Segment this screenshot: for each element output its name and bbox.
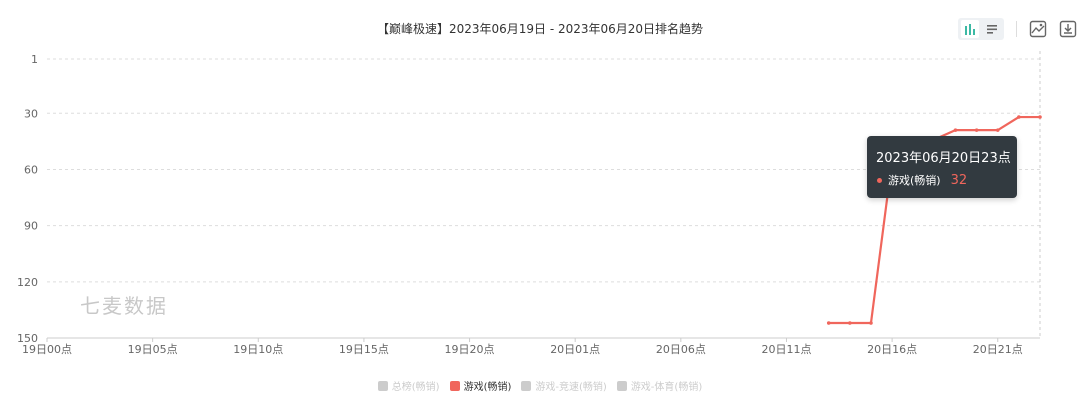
divider xyxy=(1016,21,1017,37)
data-point xyxy=(1038,115,1042,119)
legend-item[interactable]: 游戏(畅销) xyxy=(449,378,512,393)
legend-swatch xyxy=(449,380,460,391)
series-dot-icon xyxy=(877,177,882,183)
legend-swatch xyxy=(521,380,532,391)
legend: 总榜(畅销) 游戏(畅销) 游戏-竞速(畅销) 游戏-体育(畅销) xyxy=(0,378,1080,393)
x-tick-label: 20日21点 xyxy=(973,343,1023,356)
y-tick-label: 1 xyxy=(31,53,38,66)
data-point xyxy=(1017,115,1021,119)
bar-chart-icon[interactable] xyxy=(961,20,979,38)
legend-label: 总榜(畅销) xyxy=(391,382,440,393)
chart-title: 【巅峰极速】2023年06月19日 - 2023年06月20日排名趋势 xyxy=(376,22,704,36)
legend-swatch xyxy=(616,380,627,391)
x-tick-label: 19日05点 xyxy=(128,343,178,356)
legend-label: 游戏(畅销) xyxy=(463,382,512,393)
data-point xyxy=(953,128,958,132)
legend-item[interactable]: 游戏-竞速(畅销) xyxy=(521,378,607,393)
data-point xyxy=(869,321,873,325)
y-tick-label: 150 xyxy=(17,332,38,345)
y-tick-label: 60 xyxy=(24,163,38,176)
x-tick-label: 20日01点 xyxy=(550,343,600,356)
legend-label: 游戏-体育(畅销) xyxy=(630,382,703,393)
legend-label: 游戏-竞速(畅销) xyxy=(535,382,607,393)
legend-swatch xyxy=(377,380,388,391)
x-tick-label: 20日11点 xyxy=(761,343,811,356)
x-tick-label: 19日15点 xyxy=(339,343,389,356)
data-point xyxy=(974,128,979,132)
legend-item[interactable]: 游戏-体育(畅销) xyxy=(616,378,703,393)
y-tick-label: 120 xyxy=(17,276,38,289)
x-tick-label: 20日06点 xyxy=(656,343,706,356)
x-tick-label: 19日20点 xyxy=(445,343,495,356)
toolbar xyxy=(958,18,1077,40)
tooltip: 2023年06月20日23点 游戏(畅销) 32 xyxy=(867,136,1017,198)
y-tick-label: 30 xyxy=(24,107,38,120)
data-point xyxy=(995,128,1000,132)
data-point xyxy=(848,321,852,325)
x-tick-label: 19日10点 xyxy=(233,343,283,356)
tooltip-value: 32 xyxy=(950,172,968,188)
y-tick-label: 90 xyxy=(24,220,38,233)
tooltip-series: 游戏(畅销) xyxy=(888,174,941,187)
x-tick-label: 19日00点 xyxy=(22,343,72,356)
legend-item[interactable]: 总榜(畅销) xyxy=(377,378,440,393)
list-icon[interactable] xyxy=(983,20,1001,38)
data-point xyxy=(826,321,831,325)
x-tick-label: 20日16点 xyxy=(867,343,917,356)
watermark: 七麦数据 xyxy=(80,294,168,318)
tooltip-title: 2023年06月20日23点 xyxy=(876,151,1011,166)
image-icon[interactable] xyxy=(1029,20,1047,38)
download-icon[interactable] xyxy=(1059,20,1077,38)
